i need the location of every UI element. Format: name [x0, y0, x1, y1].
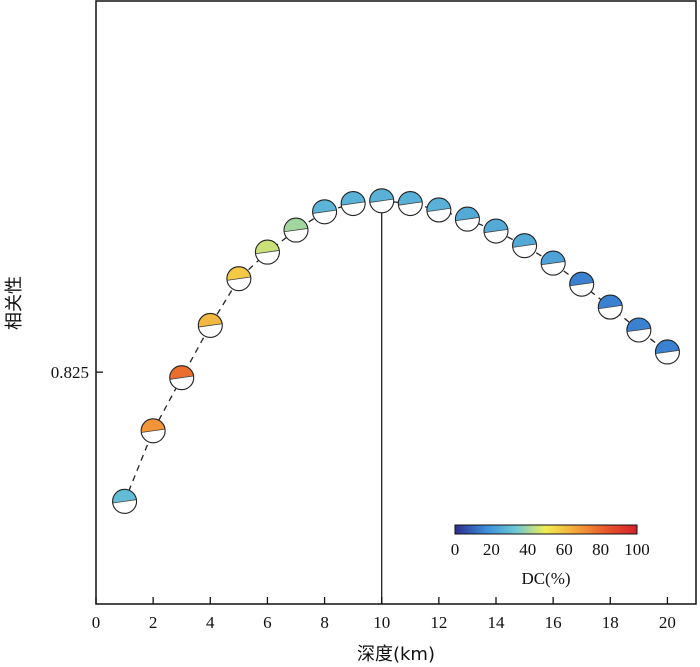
x-tick-label: 8 [320, 613, 329, 632]
beachball-marker [112, 488, 138, 514]
colorbar-tick-label: 100 [624, 540, 650, 559]
beachball-marker [397, 190, 423, 217]
plot-frame [95, 0, 697, 605]
beachball-marker [597, 294, 623, 320]
x-tick-label: 12 [430, 613, 447, 632]
beachball-marker [226, 266, 252, 292]
x-tick-label: 14 [488, 613, 506, 632]
beachball-marker [283, 217, 309, 243]
connector-line [123, 200, 668, 502]
beachball-marker [197, 312, 223, 338]
colorbar-tick-label: 0 [451, 540, 460, 559]
beachball-markers [112, 188, 680, 514]
beachball-marker [426, 197, 452, 223]
axis-ticks: 0 2 4 6 8 10 12 14 16 18 20 0.825 [51, 363, 676, 632]
x-tick-label: 16 [545, 613, 562, 632]
x-tick-label: 4 [206, 613, 215, 632]
colorbar-tick-label: 60 [556, 540, 573, 559]
beachball-marker [626, 317, 652, 343]
beachball-marker [340, 190, 366, 217]
colorbar-tick-label: 40 [519, 540, 536, 559]
colorbar-gradient [454, 524, 638, 535]
beachball-marker [483, 218, 509, 244]
beachball-marker [140, 418, 166, 444]
beachball-marker [512, 233, 538, 259]
x-tick-label: 6 [263, 613, 272, 632]
beachball-marker [169, 365, 195, 391]
colorbar-tick-label: 80 [592, 540, 609, 559]
dashed-connector [123, 200, 668, 502]
beachball-marker [569, 271, 595, 297]
colorbar-title: DC(%) [521, 569, 570, 588]
x-tick-label: 18 [602, 613, 619, 632]
beachball-marker [369, 188, 395, 214]
x-tick-label: 0 [92, 613, 101, 632]
beachball-marker [254, 239, 280, 265]
x-tick-label: 10 [373, 613, 390, 632]
x-tick-label: 20 [659, 613, 676, 632]
x-tick-label: 2 [149, 613, 158, 632]
beachball-marker [312, 199, 338, 225]
colorbar: 0 20 40 60 80 100 DC(%) [451, 524, 650, 588]
y-tick-label: 0.825 [51, 363, 89, 382]
beachball-marker [454, 206, 480, 232]
x-axis-label: 深度(km) [357, 644, 435, 665]
y-axis-label: 相关性 [4, 276, 25, 330]
colorbar-tick-label: 20 [483, 540, 500, 559]
beachball-marker [540, 250, 566, 276]
beachball-marker [654, 339, 680, 365]
